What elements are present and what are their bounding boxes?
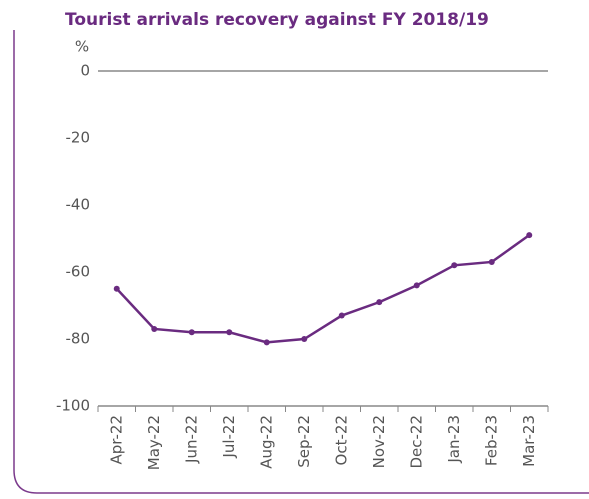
x-tick-label: Jul-22: [220, 415, 238, 459]
x-tick-label: Aug-22: [257, 415, 275, 469]
x-tick-label: Oct-22: [332, 415, 350, 465]
point: [301, 336, 308, 342]
y-tick-label: 0: [80, 62, 90, 80]
point: [451, 262, 458, 269]
point: [188, 329, 195, 336]
chart-title: Tourist arrivals recovery against FY 201…: [65, 10, 489, 30]
x-tick-label: Feb-23: [482, 415, 500, 466]
x-tick-label: Jan-23: [445, 415, 463, 464]
x-tick-label: Sep-22: [295, 415, 313, 468]
x-tick-label: Dec-22: [407, 415, 425, 469]
x-tick-label: Apr-22: [107, 415, 125, 465]
x-tick-label: Nov-22: [370, 415, 388, 468]
point: [413, 282, 420, 289]
point: [263, 339, 270, 346]
y-tick-label: -100: [56, 397, 90, 415]
x-tick-label: Mar-23: [520, 415, 538, 467]
point: [526, 232, 533, 239]
x-tick-label: May-22: [145, 415, 163, 470]
point: [376, 299, 383, 306]
y-axis-label: %: [75, 38, 89, 56]
y-tick-label: -40: [66, 196, 91, 214]
x-tick-label: Jun-22: [182, 415, 200, 464]
line: [115, 234, 530, 344]
point: [151, 325, 158, 332]
point: [226, 329, 233, 336]
frame: [13, 30, 589, 494]
y-tick-label: -60: [66, 263, 91, 281]
y-tick-label: -20: [66, 129, 91, 147]
point: [338, 312, 345, 319]
point: [488, 258, 495, 265]
y-tick-label: -80: [66, 330, 91, 348]
point: [113, 285, 120, 292]
